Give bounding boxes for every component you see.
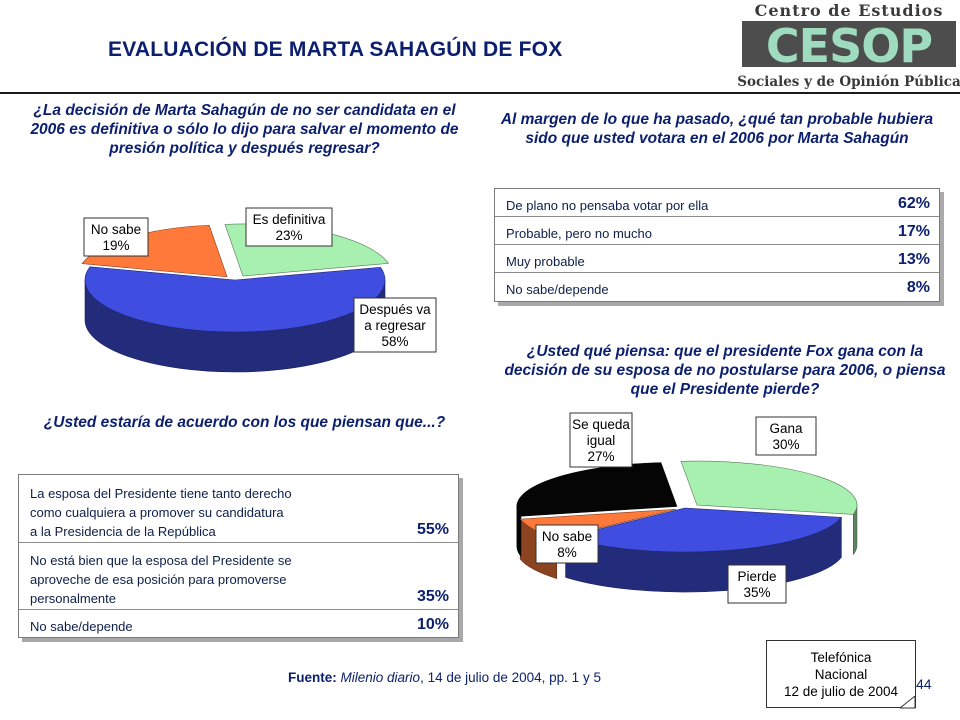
pie-label-text: No sabe bbox=[91, 222, 141, 237]
pie-label-value: 27% bbox=[587, 449, 614, 464]
pie-label-text: Después va bbox=[359, 302, 431, 317]
pie-label-text: Se queda bbox=[572, 417, 630, 432]
table-row-label: No sabe/depende bbox=[30, 619, 133, 634]
table-row: No está bien que la esposa del President… bbox=[19, 543, 458, 610]
pie-label-text: Es definitiva bbox=[253, 212, 326, 227]
survey-note-line: Telefónica bbox=[810, 650, 872, 665]
note-corner-fold-icon bbox=[900, 696, 916, 709]
table-row-label: No está bien que la esposa del President… bbox=[30, 553, 292, 606]
table-row-label: No sabe/depende bbox=[506, 282, 609, 297]
table-row-label: De plano no pensaba votar por ella bbox=[506, 198, 709, 213]
table-row-value: 55% bbox=[416, 521, 449, 538]
source-detail: , 14 de julio de 2004, pp. 1 y 5 bbox=[420, 670, 601, 685]
survey-note-line: Nacional bbox=[814, 667, 868, 682]
logo-mark: CESOP bbox=[766, 19, 932, 73]
table-row-value: 8% bbox=[906, 279, 930, 296]
table-row-value: 35% bbox=[416, 588, 449, 605]
pie-slice-despues-va-a-regresar bbox=[84, 266, 386, 333]
pie-label-text: No sabe bbox=[542, 529, 592, 544]
table-row-value: 62% bbox=[897, 195, 930, 212]
cesop-logo: Centro de Estudios CESOP Sociales y de O… bbox=[738, 1, 960, 90]
table-row-value: 17% bbox=[897, 223, 930, 240]
table-row: La esposa del Presidente tiene tanto der… bbox=[19, 475, 458, 543]
pie-label-value: 35% bbox=[743, 585, 770, 600]
question-agree: ¿Usted estaría de acuerdo con los que pi… bbox=[43, 414, 446, 431]
table-row: No sabe/depende 8% bbox=[495, 273, 939, 300]
table-vote-probability: De plano no pensaba votar por ella 62% Pro… bbox=[494, 188, 944, 306]
table-row: De plano no pensaba votar por ella 62% bbox=[495, 189, 939, 217]
logo-line-1: Centro de Estudios bbox=[755, 1, 944, 20]
source-citation: Fuente: Milenio diario, 14 de julio de 2… bbox=[288, 670, 601, 685]
table-agree: La esposa del Presidente tiene tanto der… bbox=[18, 474, 463, 642]
table-row-value: 10% bbox=[416, 616, 449, 633]
table-row-value: 13% bbox=[897, 251, 930, 268]
table-row: No sabe/depende 10% bbox=[19, 610, 458, 637]
pie-slice-se-queda-igual bbox=[516, 462, 678, 517]
pie-label-value: 8% bbox=[557, 545, 577, 560]
table-row-label: Muy probable bbox=[506, 254, 585, 269]
question-decision: ¿La decisión de Marta Sahagún de no ser … bbox=[30, 102, 459, 157]
pie-label-value: 30% bbox=[772, 437, 799, 452]
pie-label-text: Gana bbox=[769, 421, 803, 436]
page-title: EVALUACIÓN DE MARTA SAHAGÚN DE FOX bbox=[108, 38, 563, 61]
table-row-label: La esposa del Presidente tiene tanto der… bbox=[30, 486, 292, 539]
pie-label-value: 19% bbox=[102, 238, 129, 253]
question-vote-probability: Al margen de lo que ha pasado, ¿qué tan … bbox=[500, 111, 934, 147]
table-row: Probable, pero no mucho 17% bbox=[495, 217, 939, 245]
pie-label-text: Pierde bbox=[737, 569, 776, 584]
table-row-label: Probable, pero no mucho bbox=[506, 226, 652, 241]
title-divider bbox=[0, 92, 960, 94]
source-publication: Milenio diario bbox=[340, 670, 421, 685]
question-fox-wins-loses: ¿Usted qué piensa: que el presidente Fox… bbox=[504, 343, 946, 398]
survey-note-line: 12 de julio de 2004 bbox=[783, 684, 899, 699]
pie-label-value: 58% bbox=[381, 334, 408, 349]
pie-label-value: 23% bbox=[275, 228, 302, 243]
table-row: Muy probable 13% bbox=[495, 245, 939, 273]
source-label: Fuente: bbox=[288, 670, 337, 685]
page-number: 44 bbox=[916, 676, 932, 692]
pie-label-text: a regresar bbox=[364, 318, 426, 333]
survey-note: Telefónica Nacional 12 de julio de 2004 bbox=[766, 640, 916, 708]
pie-slice-pierde bbox=[564, 507, 842, 553]
pie-label-text: igual bbox=[587, 433, 616, 448]
pie-slice-gana bbox=[680, 460, 858, 515]
logo-line-2: Sociales y de Opinión Pública bbox=[738, 74, 960, 90]
